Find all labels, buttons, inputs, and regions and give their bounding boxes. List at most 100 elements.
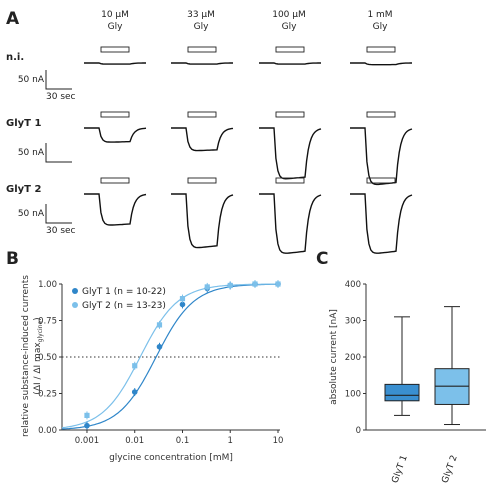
data-point-series-0 bbox=[179, 301, 186, 308]
data-point-series-1 bbox=[227, 282, 233, 289]
current-trace bbox=[171, 193, 234, 249]
stimulus-bar bbox=[100, 177, 130, 184]
y-tick-label: 300 bbox=[345, 317, 361, 327]
x-tick-label: 0.001 bbox=[75, 436, 99, 446]
panel-b-legend: GlyT 1 (n = 10-22) GlyT 2 (n = 13-23) bbox=[72, 287, 166, 311]
panel-b-ylabel-line1: relative substance-induced currents bbox=[21, 275, 31, 437]
current-trace bbox=[84, 127, 147, 143]
stimulus-bar bbox=[275, 111, 305, 118]
data-point-series-1 bbox=[132, 363, 138, 369]
legend-glyt2-label: GlyT 2 (n = 13-23) bbox=[82, 301, 166, 311]
data-point-series-1 bbox=[275, 281, 281, 287]
scale-bar-row-2-time: 30 sec bbox=[46, 226, 76, 236]
panel-c-category-0: GlyT 1 bbox=[390, 454, 409, 485]
scale-bar-row-0-time: 30 sec bbox=[46, 92, 76, 102]
y-tick-label: 0.00 bbox=[38, 426, 57, 436]
panel-b: B relative substance-induced currents (Δ… bbox=[6, 249, 283, 463]
panel-b-letter: B bbox=[6, 249, 19, 269]
y-tick-label: 100 bbox=[345, 390, 361, 400]
data-point-series-1 bbox=[252, 281, 258, 287]
x-tick-label: 0.1 bbox=[176, 436, 190, 446]
stimulus-bar bbox=[366, 46, 396, 53]
x-tick-label: 10 bbox=[273, 436, 284, 446]
stimulus-bar bbox=[275, 177, 305, 184]
fit-curves bbox=[61, 283, 278, 430]
stimulus-bar bbox=[366, 111, 396, 118]
scale-bar-row-2-current: 50 nA bbox=[18, 209, 45, 219]
condition-headers: 10 µM Gly 33 µM Gly 100 µM Gly 1 mM Gly bbox=[101, 10, 392, 32]
panel-c: C absolute current [nA] 0 100 200 300 400 Gl… bbox=[316, 249, 486, 485]
condition-3-sub: Gly bbox=[373, 22, 388, 32]
current-trace bbox=[350, 62, 412, 66]
scale-bar-row-1 bbox=[45, 143, 72, 163]
panel-b-xlabel: glycine concentration [mM] bbox=[109, 453, 233, 463]
box-plots bbox=[384, 306, 470, 426]
x-tick-label: 0.01 bbox=[125, 436, 144, 446]
scale-bar-row-2 bbox=[45, 204, 72, 224]
data-point-series-1 bbox=[156, 322, 163, 328]
panel-a-letter: A bbox=[6, 9, 20, 29]
legend-glyt1-marker bbox=[72, 288, 78, 294]
data-point-series-1 bbox=[84, 412, 90, 418]
current-trace bbox=[259, 127, 322, 180]
panel-b-ylabel-line2: (ΔI / ΔI maxglycine) bbox=[33, 317, 44, 394]
scale-bar-row-0 bbox=[45, 70, 72, 90]
fit-curve-series-0 bbox=[61, 283, 278, 430]
stimulus-bar bbox=[187, 111, 217, 118]
condition-2-conc: 100 µM bbox=[272, 10, 306, 20]
panel-c-category-1: GlyT 2 bbox=[440, 454, 459, 485]
scale-bar-row-1-current: 50 nA bbox=[18, 148, 45, 158]
panel-c-letter: C bbox=[316, 249, 328, 269]
current-trace bbox=[84, 193, 147, 226]
panel-b-ylabel-main: (ΔI / ΔI max bbox=[33, 342, 43, 395]
box-glyt1 bbox=[384, 383, 420, 402]
row-0-label: n.i. bbox=[6, 52, 24, 63]
data-point-series-1 bbox=[179, 296, 186, 302]
condition-1-conc: 33 µM bbox=[187, 10, 215, 20]
stimulus-bar bbox=[187, 46, 217, 53]
condition-3-conc: 1 mM bbox=[367, 10, 392, 20]
data-point-series-0 bbox=[84, 422, 90, 429]
x-tick-label: 1 bbox=[228, 436, 233, 446]
y-tick-label: 0.25 bbox=[38, 390, 57, 400]
traces-group bbox=[84, 46, 413, 254]
stimulus-bar bbox=[100, 46, 130, 53]
current-trace bbox=[84, 62, 146, 65]
current-trace bbox=[171, 127, 234, 152]
row-2-label: GlyT 2 bbox=[6, 184, 41, 195]
stimulus-bar bbox=[187, 177, 217, 184]
panel-c-ylabel: absolute current [nA] bbox=[329, 309, 339, 405]
current-trace bbox=[350, 193, 413, 254]
condition-0-conc: 10 µM bbox=[101, 10, 129, 20]
current-trace bbox=[350, 127, 413, 186]
panel-b-ylabel-end: ) bbox=[33, 317, 43, 321]
legend-glyt2-marker bbox=[72, 302, 78, 308]
scale-bar-row-0-current: 50 nA bbox=[18, 75, 45, 85]
panel-b-x-ticks: 0.001 0.01 0.1 1 10 bbox=[75, 430, 284, 446]
y-tick-label: 200 bbox=[345, 353, 361, 363]
panel-b-y-ticks: 0.00 0.25 0.50 0.75 1.00 bbox=[38, 280, 62, 436]
stimulus-bar bbox=[366, 177, 396, 184]
current-trace bbox=[259, 62, 321, 65]
panel-b-ylabel-sub: glycine bbox=[37, 321, 44, 343]
y-tick-label: 400 bbox=[345, 280, 361, 290]
data-point-series-0 bbox=[131, 389, 138, 395]
fit-curve-series-1 bbox=[61, 283, 278, 429]
y-tick-label: 1.00 bbox=[38, 280, 57, 290]
row-1-label: GlyT 1 bbox=[6, 118, 41, 129]
condition-0-sub: Gly bbox=[108, 22, 123, 32]
legend-glyt1-label: GlyT 1 (n = 10-22) bbox=[82, 287, 166, 297]
panel-c-y-ticks: 0 100 200 300 400 bbox=[345, 280, 366, 436]
y-tick-label: 0.50 bbox=[38, 353, 57, 363]
data-point-series-0 bbox=[156, 343, 163, 350]
panel-a: A 10 µM Gly 33 µM Gly 100 µM Gly 1 mM Gl… bbox=[6, 9, 413, 254]
condition-1-sub: Gly bbox=[194, 22, 209, 32]
y-tick-label: 0.75 bbox=[38, 317, 57, 327]
current-trace bbox=[171, 62, 233, 65]
data-points bbox=[84, 280, 281, 430]
stimulus-bar bbox=[100, 111, 130, 118]
y-tick-label: 0 bbox=[356, 426, 361, 436]
stimulus-bar bbox=[275, 46, 305, 53]
current-trace bbox=[259, 193, 322, 254]
